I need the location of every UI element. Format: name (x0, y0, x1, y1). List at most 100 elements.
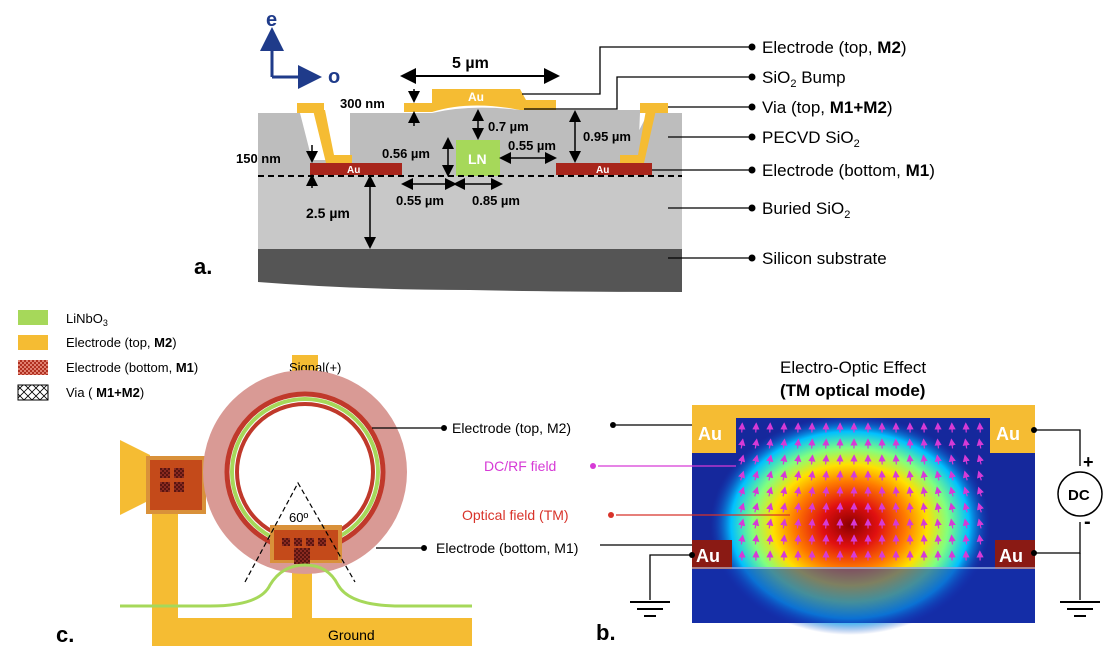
field-arrow (738, 502, 745, 513)
field-arrow (780, 518, 788, 529)
field-arrow (836, 486, 844, 497)
field-arrow (920, 518, 928, 529)
b-title: Electro-Optic Effect (780, 358, 926, 377)
center-via (294, 548, 310, 564)
field-arrow (892, 502, 900, 513)
c-callout-top: Electrode (top, M2) (452, 420, 571, 436)
field-arrow (738, 454, 746, 465)
field-arrow (934, 518, 942, 529)
ln-waveguide (456, 140, 500, 176)
callout-electrode-bottom: Electrode (bottom, M1) (762, 161, 935, 180)
dcrf-label: DC/RF field (484, 458, 556, 474)
top-electrode-right-pad (640, 103, 668, 113)
dc-minus: - (1084, 511, 1091, 533)
field-arrow (892, 486, 900, 497)
panel-c: Ground Signal(+) 60º Elec (56, 355, 578, 647)
c-leader-top-dot (441, 425, 447, 431)
field-arrow (977, 486, 984, 497)
legend: LiNbO3 Electrode (top, M2) Electrode (bo… (17, 310, 198, 401)
field-arrow (948, 454, 956, 465)
field-arrow (962, 454, 970, 465)
field-arrow (738, 518, 746, 529)
field-arrow (738, 534, 746, 545)
field-arrow (976, 502, 984, 513)
b-au-top-right: Au (996, 424, 1020, 444)
field-arrow (948, 502, 956, 513)
field-arrow (766, 534, 774, 545)
field-arrow (836, 502, 844, 513)
ground-bar (152, 618, 472, 646)
callout-electrode-top: Electrode (top, M2) (762, 38, 907, 57)
field-arrow (766, 454, 774, 465)
field-arrow (906, 502, 914, 513)
field-arrow (934, 502, 942, 513)
field-arrow (766, 502, 774, 513)
legend-swatch-linbo3 (18, 310, 48, 325)
legend-swatch-top (18, 335, 48, 350)
field-arrow (808, 502, 816, 513)
field-arrow (934, 486, 942, 497)
field-arrow (822, 502, 830, 513)
b-top-left-au (692, 405, 736, 453)
field-arrow (738, 422, 746, 433)
dc-source (1057, 471, 1103, 517)
ground-symbol-left (630, 601, 670, 617)
ground-center-stub (292, 560, 312, 620)
field-arrow (808, 486, 816, 497)
field-arrow (808, 534, 816, 545)
field-arrow (962, 486, 970, 497)
field-arrow (906, 438, 914, 449)
field-arrow (906, 534, 914, 545)
dcrf-field-arrows (738, 422, 984, 561)
w-0-85um-label: 0.85 µm (472, 193, 520, 208)
panel-b-label: b. (596, 620, 616, 645)
gap-0-55um-label: 0.55 µm (508, 138, 556, 153)
field-arrow (766, 518, 774, 529)
field-arrow (906, 470, 914, 481)
e-axis-label: e (266, 9, 277, 31)
o-axis-label: o (328, 66, 340, 88)
field-arrow (906, 518, 914, 529)
panel-a: e o Au Au Au LN 5 µm 300 nm 0.7 µm 0. (194, 9, 935, 292)
ln-label: LN (468, 151, 487, 167)
silicon-substrate (258, 248, 682, 292)
field-arrow (780, 502, 788, 513)
b-top-bar (692, 405, 1035, 418)
dc-plus: + (1083, 452, 1094, 472)
h-0-95um-label: 0.95 µm (583, 129, 631, 144)
bottom-electrode-left (310, 163, 402, 175)
field-arrow (752, 502, 760, 513)
ground-symbol-right (1060, 601, 1100, 617)
field-arrow (962, 502, 970, 513)
field-arrow (822, 486, 830, 497)
field-arrow (976, 438, 984, 449)
field-arrow (752, 486, 760, 497)
callout-via-top: Via (top, M1+M2) (762, 98, 893, 117)
field-arrow (808, 518, 816, 529)
field-arrow (752, 518, 760, 529)
field-arrow (977, 470, 984, 481)
bottom-electrode-right (556, 163, 652, 175)
width-5um-label: 5 µm (452, 55, 489, 72)
field-arrow (794, 454, 802, 465)
ring-center (241, 408, 369, 536)
field-arrow (976, 454, 984, 465)
field-arrow (920, 534, 928, 545)
legend-via: Via ( M1+M2) (66, 385, 144, 400)
field-arrow (892, 518, 900, 529)
field-arrow (822, 454, 830, 465)
field-arrow (808, 470, 816, 481)
field-arrow (836, 470, 844, 481)
b-top-right-au (990, 405, 1035, 453)
b-au-bottom-right: Au (999, 546, 1023, 566)
field-arrow (948, 518, 956, 529)
field-arrow (752, 534, 760, 545)
legend-linbo3: LiNbO3 (66, 311, 108, 328)
field-arrow (794, 470, 802, 481)
h-150nm-label: 150 nm (236, 151, 281, 166)
field-arrow (752, 470, 760, 481)
field-arrow (962, 534, 970, 545)
field-arrow (738, 438, 746, 449)
field-arrow (738, 486, 745, 497)
